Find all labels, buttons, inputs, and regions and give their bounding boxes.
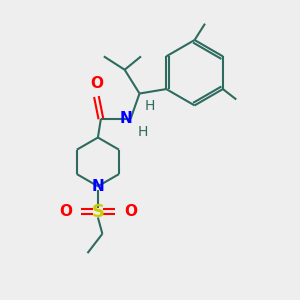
Text: N: N xyxy=(92,179,104,194)
Text: N: N xyxy=(119,111,132,126)
Text: H: H xyxy=(137,125,148,139)
Text: O: O xyxy=(124,204,137,219)
Text: O: O xyxy=(90,76,103,91)
Text: H: H xyxy=(145,99,155,113)
Text: S: S xyxy=(92,202,104,220)
Text: O: O xyxy=(59,204,72,219)
